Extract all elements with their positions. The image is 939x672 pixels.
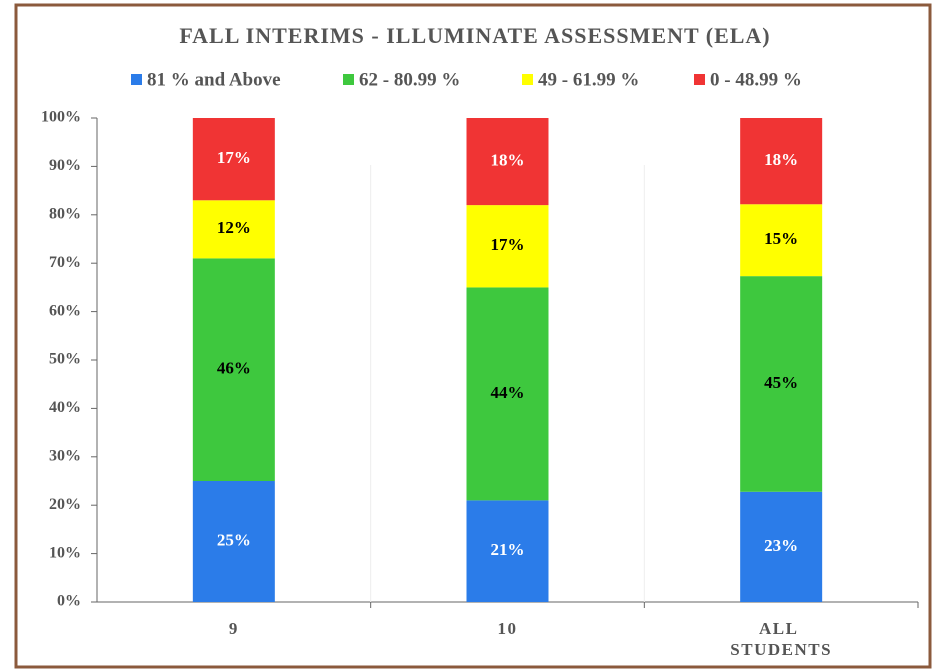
legend-label: 49 - 61.99 % xyxy=(538,69,639,90)
data-label: 18% xyxy=(764,150,798,169)
bar-segment xyxy=(466,205,549,288)
y-tick-label: 20% xyxy=(49,496,81,513)
data-label: 21% xyxy=(491,540,525,559)
legend-swatch xyxy=(343,74,354,85)
x-tick-label: ALL STUDENTS xyxy=(730,619,832,659)
bar-segment xyxy=(740,276,823,492)
legend-swatch xyxy=(131,74,142,85)
bar-segment xyxy=(466,500,549,602)
x-tick-label: 9 xyxy=(229,619,239,638)
y-tick-label: 90% xyxy=(49,157,81,174)
x-tick-label: 10 xyxy=(498,619,518,638)
y-tick-label: 60% xyxy=(49,302,81,319)
y-tick-label: 100% xyxy=(41,109,81,126)
bar-segment xyxy=(192,481,275,602)
y-tick-label: 0% xyxy=(57,593,81,610)
legend-swatch xyxy=(522,74,533,85)
bar-segment xyxy=(466,287,549,501)
data-label: 44% xyxy=(491,383,525,402)
bar-segment xyxy=(466,118,549,206)
data-label: 17% xyxy=(491,235,525,254)
chart-title: FALL INTERIMS - ILLUMINATE ASSESSMENT (E… xyxy=(179,23,770,48)
bar-segment xyxy=(740,204,823,277)
data-label: 46% xyxy=(217,359,251,378)
bar-segment xyxy=(740,118,823,205)
legend-label: 62 - 80.99 % xyxy=(359,69,460,90)
y-tick-label: 50% xyxy=(49,351,81,368)
data-label: 25% xyxy=(217,530,251,549)
y-tick-label: 10% xyxy=(49,544,81,561)
data-label: 12% xyxy=(217,218,251,237)
bar-segment xyxy=(740,491,823,602)
legend-label: 0 - 48.99 % xyxy=(710,69,802,90)
data-label: 23% xyxy=(764,536,798,555)
bar-segment xyxy=(192,118,275,201)
data-label: 17% xyxy=(217,148,251,167)
y-tick-label: 80% xyxy=(49,205,81,222)
data-label: 15% xyxy=(764,229,798,248)
legend-label: 81 % and Above xyxy=(147,69,281,90)
y-tick-label: 40% xyxy=(49,399,81,416)
y-tick-label: 30% xyxy=(49,447,81,464)
y-tick-label: 70% xyxy=(49,254,81,271)
legend-swatch xyxy=(694,74,705,85)
data-label: 18% xyxy=(491,150,525,169)
bar-segment xyxy=(192,200,275,259)
data-label: 45% xyxy=(764,373,798,392)
bar-segment xyxy=(192,258,275,481)
